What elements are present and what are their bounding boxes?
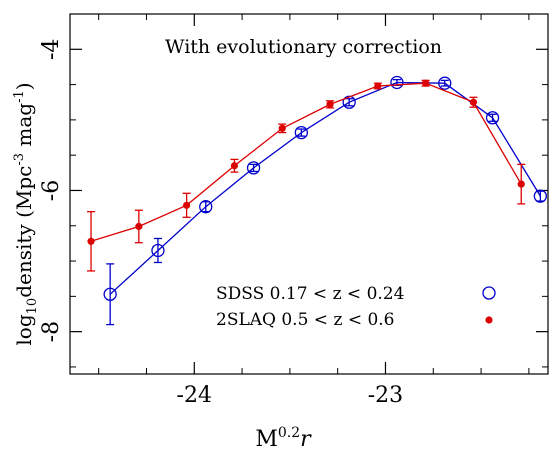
series-line <box>109 81 541 295</box>
data-point <box>533 189 548 203</box>
data-point <box>135 222 143 231</box>
data-point <box>87 237 95 245</box>
data-point <box>103 287 117 301</box>
legend-marker-sdss <box>482 286 496 300</box>
y-tick-label: -6 <box>39 180 64 201</box>
x-axis-label: M0.2r <box>255 425 312 452</box>
data-point <box>438 76 452 90</box>
y-tick-label: -8 <box>39 321 64 342</box>
plot-frame <box>69 13 549 375</box>
legend-label-2slaq: 2SLAQ 0.5 < z < 0.6 <box>216 310 395 330</box>
axes: -24 -23 -4 -6 -8 <box>39 13 549 408</box>
data-point <box>326 100 334 108</box>
data-point <box>294 125 309 140</box>
data-point <box>422 79 430 87</box>
data-point <box>246 161 261 175</box>
data-point <box>342 95 356 109</box>
series-0 <box>103 75 548 326</box>
data-point <box>230 162 239 170</box>
legend-marker-2slaq <box>485 316 493 324</box>
data-point <box>374 82 382 90</box>
data-point <box>183 201 191 209</box>
data-point <box>278 124 286 132</box>
data-point <box>390 75 404 90</box>
series-layer <box>87 75 548 326</box>
x-tick-label: -24 <box>177 383 212 408</box>
chart-annotation: With evolutionary correction <box>165 36 442 58</box>
data-point <box>517 180 525 188</box>
y-tick-label: -4 <box>39 39 64 60</box>
data-point <box>469 98 478 106</box>
series-line <box>90 82 522 242</box>
legend: SDSS 0.17 < z < 0.24 2SLAQ 0.5 < z < 0.6 <box>216 284 496 330</box>
x-tick-label: -23 <box>368 383 403 408</box>
data-point <box>485 111 500 125</box>
y-axis-label: log10density (Mpc-3 mag-1) <box>12 82 40 345</box>
data-point <box>151 243 165 258</box>
series-1 <box>87 79 526 272</box>
data-point <box>199 200 213 214</box>
legend-label-sdss: SDSS 0.17 < z < 0.24 <box>216 284 404 304</box>
